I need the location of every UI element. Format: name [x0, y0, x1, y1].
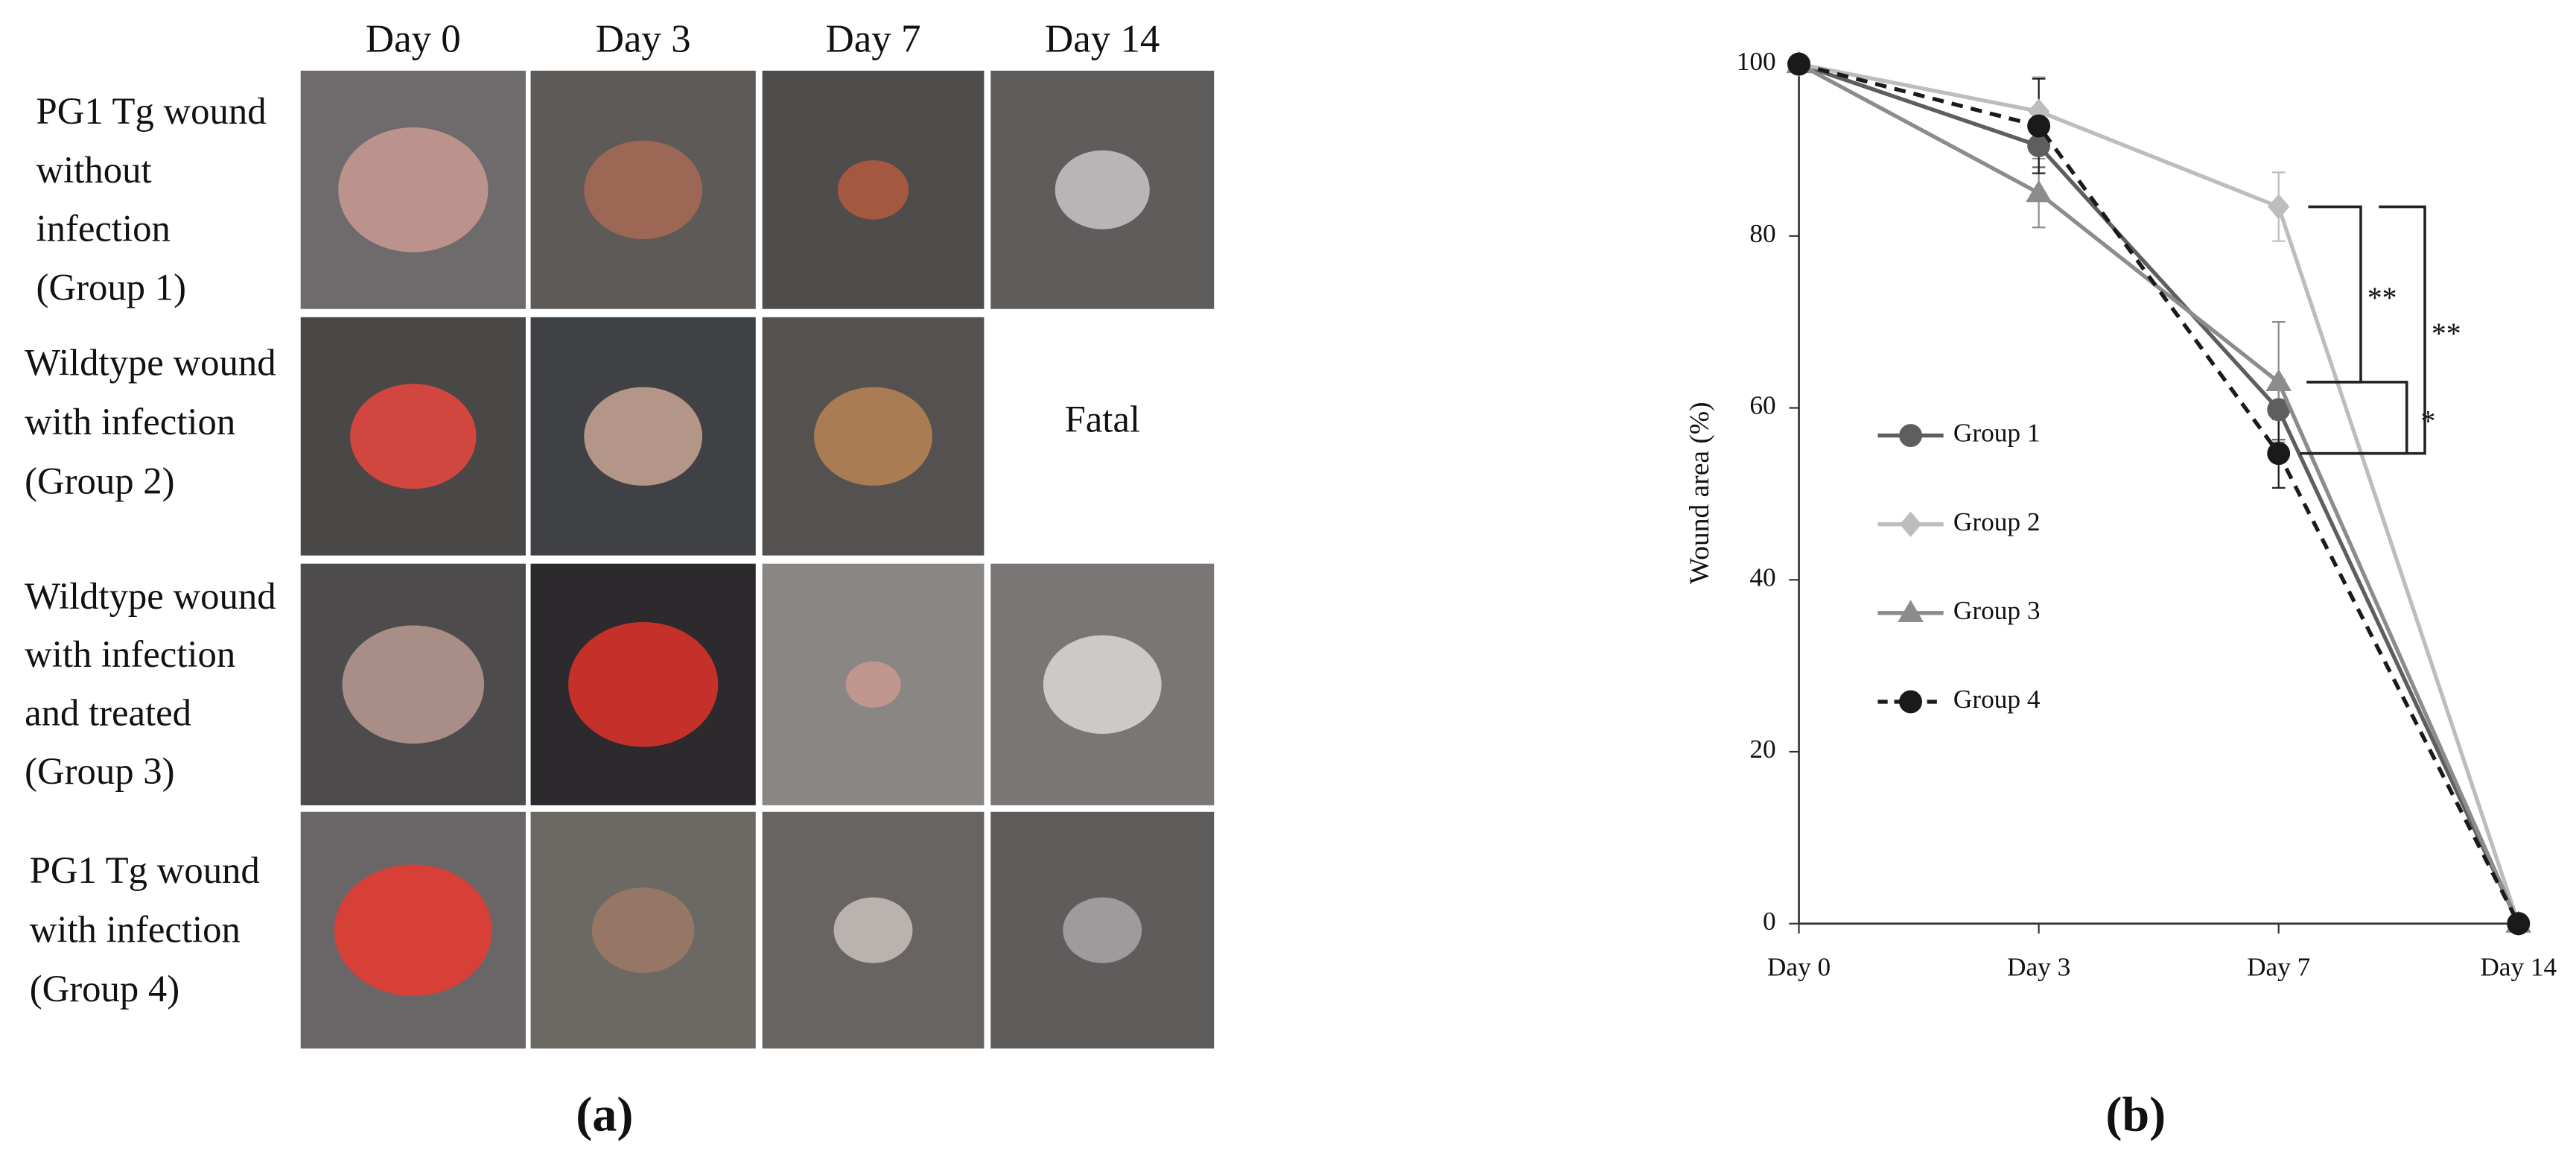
wound: [334, 864, 492, 996]
row-label: with infection: [25, 401, 235, 443]
panel-caption: (a): [576, 1087, 633, 1141]
wound: [584, 387, 703, 486]
column-header: Day 14: [1045, 18, 1160, 61]
series-line: [1799, 62, 2521, 925]
series-line: [1798, 62, 2521, 925]
row-label: (Group 1): [36, 266, 186, 308]
column-header: Day 3: [596, 18, 691, 61]
wound: [845, 661, 901, 708]
data-point: [1787, 52, 1810, 76]
y-tick-label: 0: [1763, 907, 1776, 936]
legend-marker: [1899, 424, 1923, 448]
legend-label: Group 1: [1953, 419, 2041, 448]
series-line: [1798, 62, 2521, 925]
wound: [350, 384, 477, 489]
row-label: (Group 2): [25, 460, 174, 501]
legend-label: Group 3: [1953, 596, 2041, 625]
legend-marker: [1899, 690, 1923, 714]
legend-marker: [1898, 600, 1924, 622]
wound: [338, 127, 489, 253]
row-label: PG1 Tg wound: [30, 849, 260, 891]
legend-label: Group 2: [1953, 507, 2041, 536]
data-point: [2265, 369, 2292, 392]
column-header: Day 7: [826, 18, 921, 61]
row-label: Wildtype wound: [25, 342, 276, 384]
wound: [833, 897, 913, 963]
series-line: [1798, 62, 2521, 925]
x-tick-label: Day 0: [1767, 953, 1831, 982]
wound: [1055, 150, 1150, 229]
panel-caption: (b): [2105, 1087, 2166, 1141]
wound: [584, 140, 703, 239]
row-label: with infection: [25, 633, 235, 675]
significance-label: *: [2421, 405, 2436, 438]
wound: [814, 387, 932, 486]
row-label: PG1 Tg wound: [36, 90, 267, 132]
significance-label: **: [2367, 282, 2397, 314]
data-point: [2027, 114, 2051, 138]
wound: [591, 887, 695, 973]
y-tick-label: 60: [1749, 391, 1775, 420]
x-tick-label: Day 14: [2480, 953, 2557, 982]
y-tick-label: 80: [1749, 219, 1775, 248]
row-label: infection: [36, 208, 171, 250]
y-tick-label: 40: [1749, 562, 1775, 592]
row-label: Wildtype wound: [25, 575, 276, 617]
row-label: (Group 3): [25, 750, 174, 792]
wound: [568, 621, 719, 747]
row-label: and treated: [25, 691, 191, 733]
wound: [1063, 897, 1142, 963]
wound: [1043, 635, 1162, 734]
legend-label: Group 4: [1953, 685, 2041, 714]
photo-note: Fatal: [1065, 399, 1140, 440]
data-point: [2268, 194, 2290, 220]
wound: [342, 625, 485, 744]
y-axis-label: Wound area (%): [1685, 402, 1715, 584]
data-point: [2267, 442, 2291, 466]
data-point: [2026, 180, 2052, 203]
column-header: Day 0: [366, 18, 461, 61]
significance-label: **: [2432, 317, 2461, 350]
row-label: with infection: [30, 909, 241, 951]
row-label: (Group 4): [30, 968, 179, 1009]
y-tick-label: 20: [1749, 735, 1775, 764]
significance-bracket: [2300, 205, 2426, 455]
y-tick-label: 100: [1737, 47, 1776, 76]
legend-marker: [1899, 511, 1922, 537]
row-label: without: [36, 149, 152, 191]
x-tick-label: Day 7: [2247, 953, 2310, 982]
wound: [837, 160, 909, 220]
x-tick-label: Day 3: [2007, 953, 2070, 982]
data-point: [2507, 912, 2531, 936]
